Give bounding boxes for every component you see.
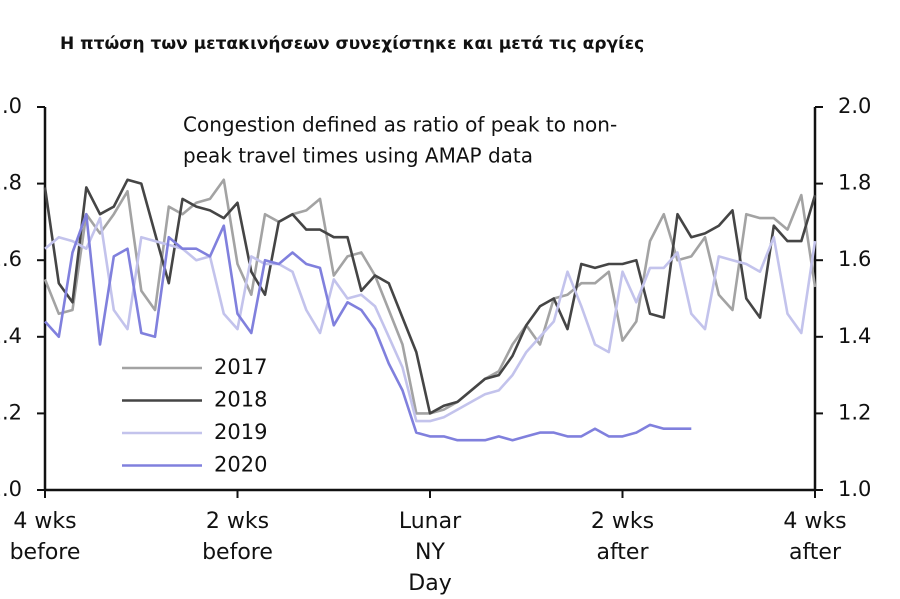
chart-title: Η πτώση των μετακινήσεων συνεχίστηκε και… (60, 34, 644, 54)
y2-tick-label: 1.8 (838, 171, 871, 195)
y-tick-label: 1.4 (0, 324, 22, 348)
y2-tick-label: 2.0 (838, 94, 871, 118)
x-tick-label: Lunar NY Day (398, 509, 462, 596)
legend-label: 2020 (214, 453, 267, 477)
series-line (44, 212, 692, 442)
y-tick-label: 1.6 (0, 247, 22, 271)
legend-label: 2017 (214, 355, 267, 379)
series-line (43, 178, 817, 415)
y-tick-label: 2.0 (0, 94, 22, 118)
annotation: peak travel times using AMAP data (183, 144, 533, 168)
y2-tick-label: 1.2 (838, 400, 871, 424)
legend-label: 2019 (214, 420, 267, 444)
y-tick-label: 1.8 (0, 171, 22, 195)
y2-tick-label: 1.4 (838, 324, 871, 348)
x-tick-label: 2 wks before (202, 509, 273, 565)
x-tick-label: 2 wks after (590, 509, 655, 565)
y-tick-label: 1.2 (0, 400, 22, 424)
y2-tick-label: 1.0 (838, 477, 871, 501)
annotation: Congestion defined as ratio of peak to n… (183, 113, 617, 137)
y2-tick-label: 1.6 (838, 247, 871, 271)
x-tick-label: 4 wks before (9, 509, 81, 565)
legend-label: 2018 (214, 388, 267, 412)
y-tick-label: 1.0 (0, 477, 22, 501)
series-line (44, 216, 817, 423)
x-tick-label: 4 wks after (783, 509, 847, 565)
